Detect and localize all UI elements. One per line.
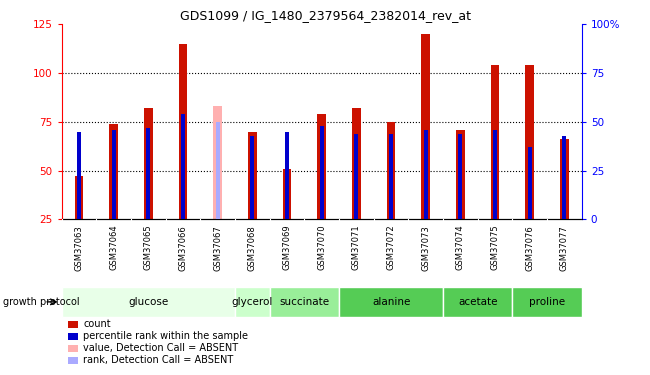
Bar [317, 114, 326, 219]
Bar [339, 287, 443, 317]
Text: rank, Detection Call = ABSENT: rank, Detection Call = ABSENT [83, 356, 233, 365]
Bar [250, 135, 255, 219]
Bar [285, 132, 289, 219]
Bar [352, 108, 361, 219]
Text: count: count [83, 320, 111, 329]
Text: GSM37066: GSM37066 [179, 225, 188, 270]
Bar [562, 135, 567, 219]
Bar [354, 134, 359, 219]
Bar [248, 132, 257, 219]
Bar [235, 287, 270, 317]
Text: alanine: alanine [372, 297, 410, 307]
Text: growth protocol: growth protocol [3, 297, 80, 307]
Bar [270, 287, 339, 317]
Bar [443, 287, 512, 317]
Bar [491, 65, 499, 219]
Bar [560, 140, 569, 219]
Text: GSM37077: GSM37077 [560, 225, 569, 270]
Bar [112, 130, 116, 219]
Bar [216, 122, 220, 219]
Bar [512, 287, 582, 317]
Text: GSM37074: GSM37074 [456, 225, 465, 270]
Text: GSM37069: GSM37069 [283, 225, 292, 270]
Text: GSM37065: GSM37065 [144, 225, 153, 270]
Text: GSM37073: GSM37073 [421, 225, 430, 270]
Text: percentile rank within the sample: percentile rank within the sample [83, 332, 248, 341]
Text: GSM37072: GSM37072 [387, 225, 396, 270]
Text: GSM37064: GSM37064 [109, 225, 118, 270]
Text: glucose: glucose [128, 297, 168, 307]
Text: proline: proline [529, 297, 565, 307]
Bar [146, 128, 151, 219]
Bar [424, 130, 428, 219]
Bar [525, 65, 534, 219]
Bar [75, 177, 83, 219]
Text: GSM37063: GSM37063 [75, 225, 84, 270]
Bar [528, 147, 532, 219]
Bar [458, 134, 463, 219]
Text: GSM37075: GSM37075 [491, 225, 500, 270]
Text: acetate: acetate [458, 297, 497, 307]
Bar [320, 126, 324, 219]
Bar [421, 34, 430, 219]
Bar [77, 132, 81, 219]
Text: GSM37071: GSM37071 [352, 225, 361, 270]
Text: GSM37076: GSM37076 [525, 225, 534, 270]
Text: GSM37070: GSM37070 [317, 225, 326, 270]
Bar [213, 106, 222, 219]
Bar [109, 124, 118, 219]
Text: succinate: succinate [280, 297, 330, 307]
Text: GSM37068: GSM37068 [248, 225, 257, 270]
Text: value, Detection Call = ABSENT: value, Detection Call = ABSENT [83, 344, 239, 353]
Bar [387, 122, 395, 219]
Text: GSM37067: GSM37067 [213, 225, 222, 270]
Bar [62, 287, 235, 317]
Bar [283, 169, 291, 219]
Bar [493, 130, 497, 219]
Text: glycerol: glycerol [232, 297, 273, 307]
Bar [389, 134, 393, 219]
Text: GDS1099 / IG_1480_2379564_2382014_rev_at: GDS1099 / IG_1480_2379564_2382014_rev_at [179, 9, 471, 22]
Bar [179, 44, 187, 219]
Bar [181, 114, 185, 219]
Bar [144, 108, 153, 219]
Bar [456, 130, 465, 219]
